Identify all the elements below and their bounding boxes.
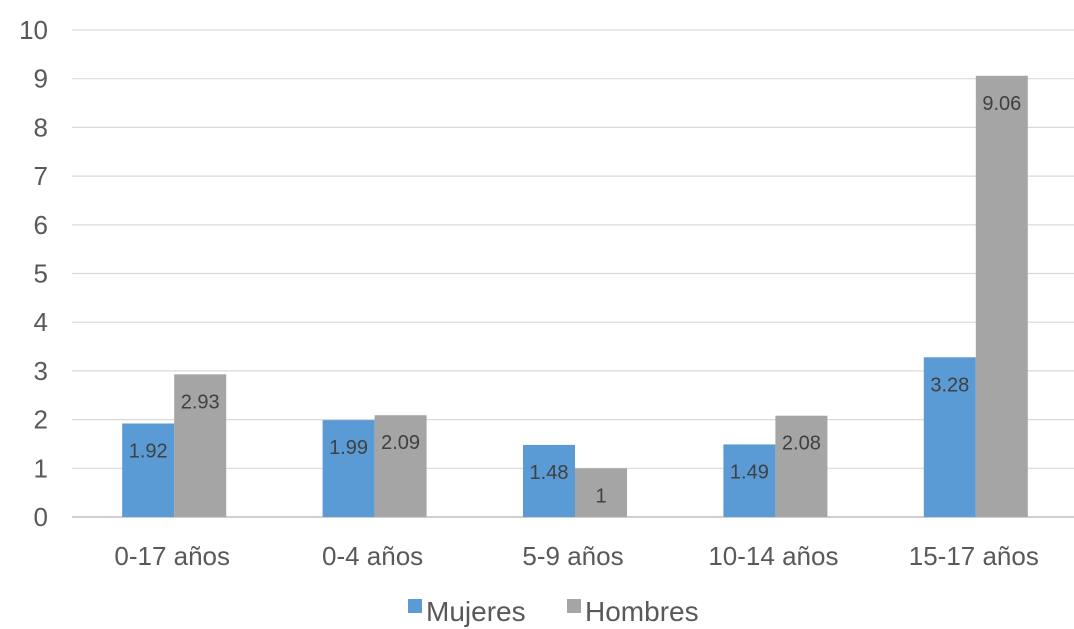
data-label-hombres-3: 2.08 — [782, 433, 821, 455]
data-label-mujeres-2: 1.48 — [530, 462, 569, 484]
bar-mujeres-1 — [322, 420, 375, 517]
legend-label-mujeres: Mujeres — [426, 596, 526, 627]
y-tick-label: 0 — [34, 502, 48, 532]
bar-hombres-1 — [374, 415, 427, 517]
data-label-hombres-0: 2.93 — [181, 391, 220, 413]
bar-mujeres-2 — [523, 444, 575, 517]
bar-hombres-4 — [975, 75, 1028, 517]
data-label-mujeres-3: 1.49 — [730, 461, 769, 483]
data-label-hombres-4: 9.06 — [982, 93, 1021, 115]
gridlines — [72, 29, 1074, 518]
x-tick-label: 10-14 años — [708, 541, 838, 571]
data-label-mujeres-0: 1.92 — [129, 440, 168, 462]
bar-hombres-2 — [575, 468, 627, 517]
bar-mujeres-0 — [122, 423, 175, 517]
y-tick-label: 2 — [34, 405, 48, 435]
bar-mujeres-3 — [723, 444, 776, 517]
data-label-hombres-1: 2.09 — [381, 432, 420, 454]
y-axis-ticks: 0 1 2 3 4 5 6 7 8 9 10 — [19, 15, 48, 532]
y-tick-label: 10 — [19, 15, 48, 45]
y-tick-label: 5 — [34, 259, 48, 289]
legend-label-hombres: Hombres — [585, 596, 699, 627]
y-tick-label: 7 — [34, 161, 48, 191]
data-label-mujeres-1: 1.99 — [329, 437, 368, 459]
bar-hombres-0 — [174, 374, 227, 517]
legend: Mujeres Hombres — [408, 596, 699, 627]
bar-hombres-3 — [775, 415, 828, 517]
x-tick-label: 15-17 años — [909, 541, 1039, 571]
y-tick-label: 3 — [34, 356, 48, 386]
y-tick-label: 1 — [34, 453, 48, 483]
x-axis: 0-17 años 0-4 años 5-9 años 10-14 años 15-17… — [114, 541, 1038, 571]
y-tick-label: 9 — [34, 64, 48, 94]
y-tick-label: 6 — [34, 210, 48, 240]
x-tick-label: 0-17 años — [114, 541, 230, 571]
y-tick-label: 8 — [34, 112, 48, 142]
legend-swatch-mujeres — [408, 599, 422, 613]
data-label-mujeres-4: 3.28 — [930, 374, 969, 396]
bars — [122, 75, 1028, 517]
bar-mujeres-4 — [923, 357, 976, 517]
x-tick-label: 5-9 años — [522, 541, 623, 571]
data-labels: 1.92 2.93 1.99 2.09 1.48 1 1.49 2.08 3.28 9.06 — [129, 93, 1022, 508]
x-tick-label: 0-4 años — [322, 541, 423, 571]
legend-swatch-hombres — [567, 599, 581, 613]
data-label-hombres-2: 1 — [595, 485, 606, 507]
y-tick-label: 4 — [34, 307, 48, 337]
